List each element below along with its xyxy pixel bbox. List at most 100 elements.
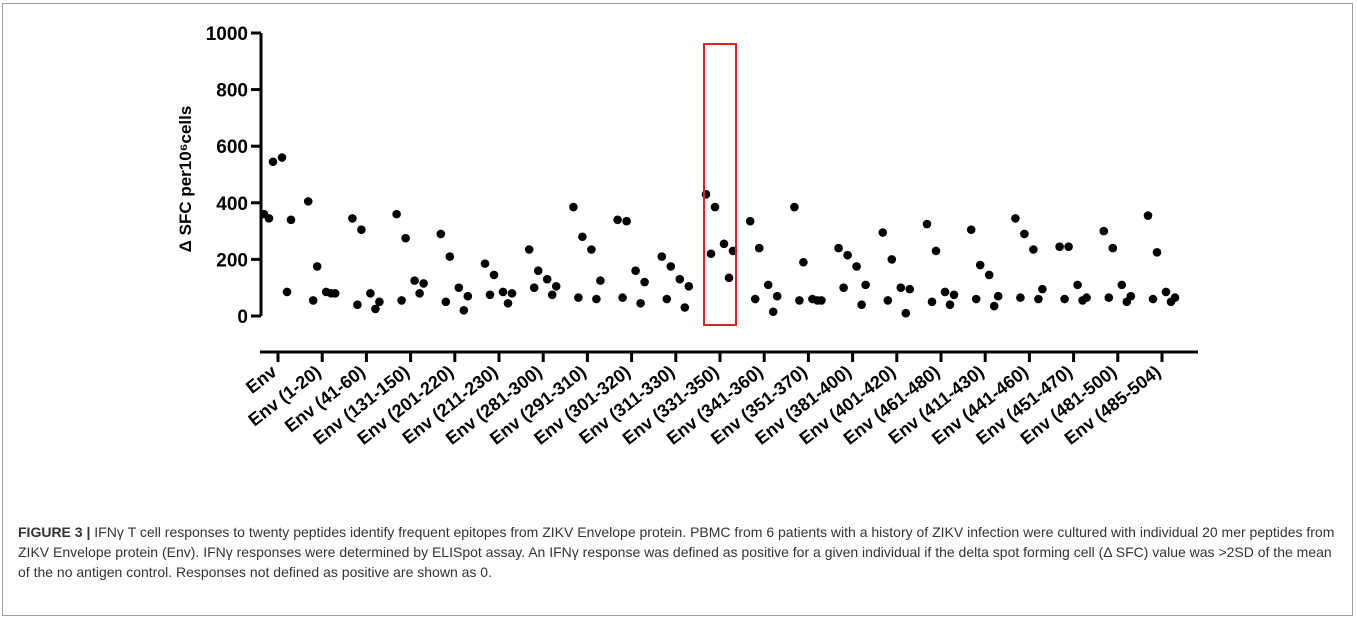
data-point	[631, 266, 640, 276]
data-point	[949, 290, 959, 300]
data-point	[282, 287, 292, 297]
caption-label: FIGURE 3 |	[18, 524, 91, 540]
data-point	[940, 287, 950, 297]
data-point	[410, 276, 419, 285]
data-point	[1060, 294, 1069, 304]
data-point	[445, 252, 455, 261]
data-point	[768, 307, 778, 317]
data-point	[587, 245, 596, 254]
highlight-box-group	[703, 43, 737, 326]
data-point	[931, 246, 941, 256]
data-point	[622, 216, 631, 226]
data-point	[454, 283, 464, 293]
data-point	[489, 270, 499, 280]
y-tick-label: 800	[216, 81, 248, 102]
data-point	[463, 291, 473, 301]
y-tick-label: 1000	[206, 24, 248, 45]
data-point	[975, 260, 985, 270]
data-point	[993, 291, 1003, 301]
data-point	[574, 293, 583, 302]
data-point	[529, 283, 539, 293]
data-point	[878, 228, 888, 237]
data-point	[657, 252, 667, 261]
data-point	[480, 259, 490, 268]
data-point	[618, 293, 627, 302]
data-point	[397, 296, 406, 305]
data-point	[353, 300, 362, 309]
data-point	[896, 283, 906, 293]
data-point	[989, 301, 999, 311]
data-point	[415, 289, 424, 298]
data-point	[945, 300, 955, 309]
y-tick-label: 200	[216, 250, 248, 271]
data-point	[662, 294, 672, 304]
data-point	[710, 202, 720, 212]
data-point	[680, 303, 690, 312]
data-point	[754, 243, 764, 253]
data-point	[799, 257, 808, 267]
data-point	[666, 262, 676, 271]
data-point	[984, 270, 994, 280]
data-point	[357, 225, 366, 234]
data-point	[303, 197, 313, 206]
data-point	[533, 266, 543, 276]
data-point	[578, 232, 587, 242]
data-point	[542, 274, 552, 284]
figure-panel: 0 200 400 600 800 1000 Env Env (1-20) Env (41-6…	[2, 3, 1353, 616]
y-tick-label: 400	[216, 194, 248, 215]
data-point	[1099, 226, 1109, 236]
data-point	[1143, 211, 1153, 220]
data-point	[1117, 280, 1127, 290]
caption-text: IFNγ T cell responses to twenty peptides…	[18, 524, 1335, 580]
data-point	[592, 294, 601, 304]
data-point	[1016, 293, 1025, 302]
data-point	[675, 274, 685, 284]
data-point	[419, 279, 428, 288]
data-point	[366, 289, 375, 298]
data-point	[772, 291, 782, 301]
data-point	[401, 233, 410, 243]
data-points	[259, 153, 1180, 318]
data-point	[640, 277, 649, 287]
data-point	[724, 273, 734, 283]
highlight-box	[703, 43, 737, 326]
figure-caption: FIGURE 3 | IFNγ T cell responses to twen…	[18, 522, 1343, 582]
data-point	[1055, 242, 1064, 251]
data-point	[1011, 214, 1020, 223]
data-point	[459, 306, 469, 315]
data-point	[813, 296, 822, 305]
data-point	[706, 249, 716, 259]
data-point	[750, 294, 760, 304]
data-point	[613, 215, 622, 225]
y-tick-label: 600	[216, 137, 248, 158]
data-point	[264, 214, 274, 223]
data-point	[371, 304, 380, 314]
data-point	[268, 157, 278, 167]
data-point	[326, 289, 336, 298]
data-point	[551, 281, 561, 291]
data-point	[277, 153, 287, 162]
data-point	[701, 190, 711, 199]
data-point	[286, 215, 296, 225]
data-point	[971, 294, 981, 304]
data-point	[547, 290, 557, 300]
data-point	[596, 276, 605, 285]
data-point	[1038, 284, 1047, 294]
data-point	[857, 300, 866, 309]
data-point	[719, 239, 729, 249]
data-point	[348, 214, 357, 223]
data-point	[1108, 243, 1118, 253]
data-point	[901, 308, 911, 318]
data-point	[1166, 297, 1176, 307]
data-point	[843, 250, 852, 260]
data-point	[795, 296, 804, 305]
data-point	[684, 281, 694, 291]
axes	[259, 33, 1198, 354]
data-point	[1034, 294, 1043, 304]
y-ticks: 0 200 400 600 800 1000	[206, 24, 261, 328]
data-point	[507, 289, 517, 298]
data-point	[312, 262, 322, 271]
data-point	[1152, 248, 1162, 257]
data-point	[485, 290, 495, 300]
data-point	[441, 297, 451, 307]
